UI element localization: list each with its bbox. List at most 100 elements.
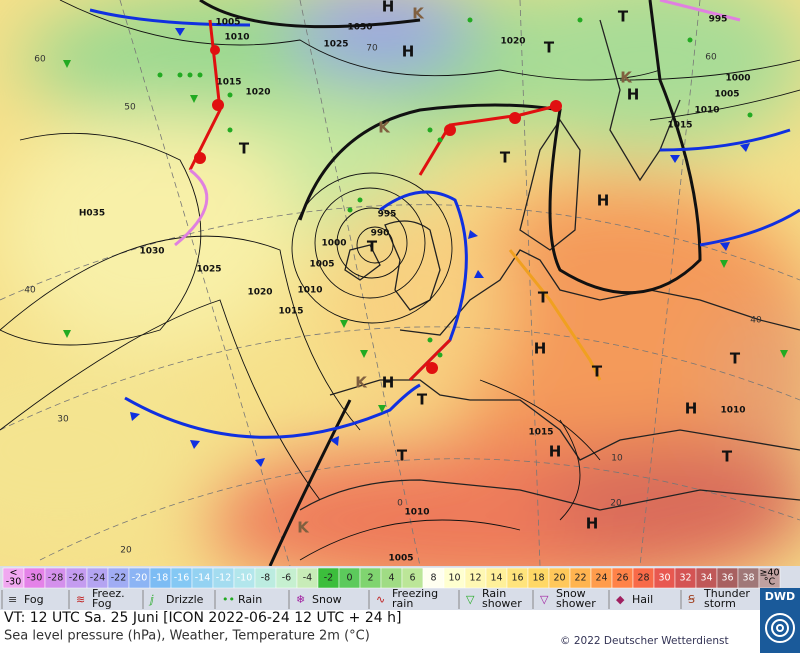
scale-label: -30 (27, 573, 43, 584)
temperature-scale: <-30 -30 -28 -26 -24 -22 -20 -18 -16 -14 -12 -10 -8-… (2, 568, 781, 589)
scale-label: 0 (346, 573, 352, 584)
isobar-label: 995 (378, 210, 397, 220)
scale-label: 22 (574, 573, 586, 584)
isobar-label: 1020 (247, 288, 272, 298)
legend-icon: ❄ (296, 593, 305, 606)
main-isobars (199, 0, 702, 566)
isobar-label: 1020 (500, 37, 525, 47)
scale-label: -20 (132, 573, 148, 584)
graticule-label: 0 (397, 499, 403, 509)
isobar-label: 1015 (216, 78, 241, 88)
scale-label: 18 (532, 573, 544, 584)
isobar-label: 1010 (404, 508, 429, 518)
pressure-system: H (382, 0, 395, 16)
isobar-label: H035 (79, 209, 105, 219)
pressure-system: T (500, 149, 511, 167)
graticule-label: 40 (24, 286, 36, 296)
isobar-label: 990 (371, 229, 390, 239)
isobar-label: 1010 (694, 106, 719, 116)
scale-label: 10 (448, 573, 460, 584)
legend-label: Snow (556, 587, 586, 600)
scale-unit: °C (764, 577, 776, 588)
copyright: © 2022 Deutscher Wetterdienst (560, 635, 729, 647)
isobar-label: 1015 (528, 428, 553, 438)
pressure-system: H (685, 400, 698, 418)
scale-label: 8 (430, 573, 436, 584)
valid-time: VT: 12 UTC Sa. 25 Juni [ICON 2022-06-24 … (4, 610, 401, 626)
legend-label: storm (704, 597, 736, 610)
legend-label: shower (482, 597, 522, 610)
isobar-label: 1005 (388, 554, 413, 564)
pressure-system: K (412, 5, 425, 23)
logo-swirl (765, 613, 795, 643)
isobar-label: 1005 (215, 18, 240, 28)
scale-label: -4 (303, 573, 312, 584)
isobar-label: 1010 (720, 406, 745, 416)
legend-icon: ⅉ (148, 593, 154, 606)
scale-label: -18 (153, 573, 169, 584)
scale-label: -12 (216, 573, 232, 584)
scale-label: -16 (174, 573, 190, 584)
graticule-label: 20 (610, 499, 622, 509)
scale-label: -26 (69, 573, 85, 584)
graticule-label: 20 (120, 546, 132, 556)
scale-label: 4 (388, 573, 394, 584)
isobar-label: 1005 (714, 90, 739, 100)
scale-label: 20 (553, 573, 565, 584)
legend-icon: Ꞩ (688, 593, 695, 606)
weather-symbols (63, 17, 788, 413)
legend-label: Fog (24, 593, 44, 606)
pressure-system: T (417, 391, 428, 409)
graticule-label: 10 (611, 454, 623, 464)
isobar-label: 1025 (196, 265, 221, 275)
scale-label: 2 (367, 573, 373, 584)
isobar-label: 1000 (321, 239, 346, 249)
legend-label: shower (556, 597, 596, 610)
legend-label: Freezing (392, 587, 438, 600)
legend-label: Snow (312, 593, 342, 606)
isobar-label: 1015 (667, 121, 692, 131)
legend-label: Freez. (92, 587, 125, 600)
pressure-system: K (620, 69, 633, 87)
scale-label: 28 (637, 573, 649, 584)
pressure-system: K (297, 519, 310, 537)
scale-label: 30 (658, 573, 670, 584)
scale-label: -22 (111, 573, 127, 584)
graticule-label: 60 (705, 53, 717, 63)
pressure-system: T (722, 448, 733, 466)
isobar-label: 1010 (224, 33, 249, 43)
coastlines (299, 19, 800, 511)
logo-text: DWD (765, 590, 795, 603)
legend-icon: ▽ (466, 593, 475, 606)
legend-icon: ≋ (76, 593, 85, 606)
legend-label: rain (392, 597, 413, 610)
legend-icon: ∿ (376, 593, 385, 606)
scale-label: -8 (261, 573, 270, 584)
pressure-system: H (382, 374, 395, 392)
isobar-label: 1020 (245, 88, 270, 98)
legend-label: Rain (482, 587, 506, 600)
fronts (89, 0, 800, 467)
isobar-label: 1015 (278, 307, 303, 317)
isobar-label: 1010 (297, 286, 322, 296)
map-area (0, 0, 800, 566)
legend-icon: ▽ (540, 593, 549, 606)
scale-label: 32 (679, 573, 691, 584)
isobar-label: 995 (709, 15, 728, 25)
legend-icon: •• (222, 593, 235, 606)
scale-label: 38 (742, 573, 754, 584)
scale-label: -24 (90, 573, 106, 584)
graticule-label: 30 (57, 415, 69, 425)
graticule-label: 50 (124, 103, 136, 113)
pressure-system: T (544, 39, 555, 57)
scale-label: -28 (48, 573, 64, 584)
isobar-label: 1005 (309, 260, 334, 270)
graticule-label: 60 (34, 55, 46, 65)
scale-label: 6 (409, 573, 415, 584)
graticule-label: 40 (750, 316, 762, 326)
pressure-system: T (239, 140, 250, 158)
isobars (0, 0, 800, 561)
pressure-system: H (402, 43, 415, 61)
